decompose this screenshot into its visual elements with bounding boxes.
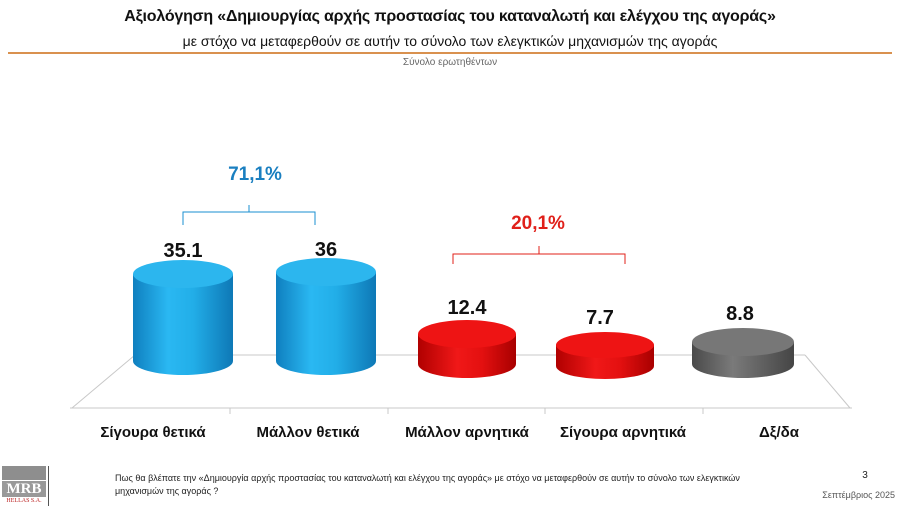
survey-question: Πως θα βλέπατε την «Δημιουργία αρχής προ… [115,473,740,496]
value-label-sigoura-thetika: 35.1 [163,240,203,262]
negative-group-bracket [452,246,626,264]
value-label-mallon-thetika: 36 [314,239,338,261]
value-label-mallon-arnitika: 12.4 [447,297,487,319]
page-title: Αξιολόγηση «Δημιουργίας αρχής προστασίας… [124,8,776,25]
bar-sigoura-thetika [133,260,233,375]
category-label-mallon-arnitika: Μάλλον αρνητικά [405,424,529,441]
mrb-logo: MRB HELLAS S.A. [2,466,49,506]
category-label-dk-da: Δξ/δα [759,424,799,441]
bar-dk-da [692,328,794,378]
value-label-dk-da: 8.8 [726,303,754,325]
value-label-sigoura-arnitika: 7.7 [586,307,614,329]
logo-text: MRB [2,481,46,497]
logo-subtext: HELLAS S.A. [6,498,42,504]
positive-group-bracket [182,205,316,225]
category-label-sigoura-arnitika: Σίγουρα αρνητικά [559,424,687,441]
bar-mallon-thetika [276,258,376,375]
logo-bar [2,466,46,480]
negative-group-total: 20,1% [511,213,565,234]
category-label-sigoura-thetika: Σίγουρα θετικά [100,424,206,441]
category-label-mallon-thetika: Μάλλον θετικά [256,424,360,441]
title-divider [8,52,892,54]
positive-group-total: 71,1% [228,164,282,185]
page-number: 3 [862,470,868,481]
page-subtitle: με στόχο να μεταφερθούν σε αυτήν το σύνο… [182,33,718,49]
logo-divider [48,466,49,506]
bar-mallon-arnitika [418,320,516,378]
base-label: Σύνολο ερωτηθέντων [402,57,498,68]
report-date: Σεπτέμβριος 2025 [822,490,895,500]
bar-sigoura-arnitika [556,332,654,379]
